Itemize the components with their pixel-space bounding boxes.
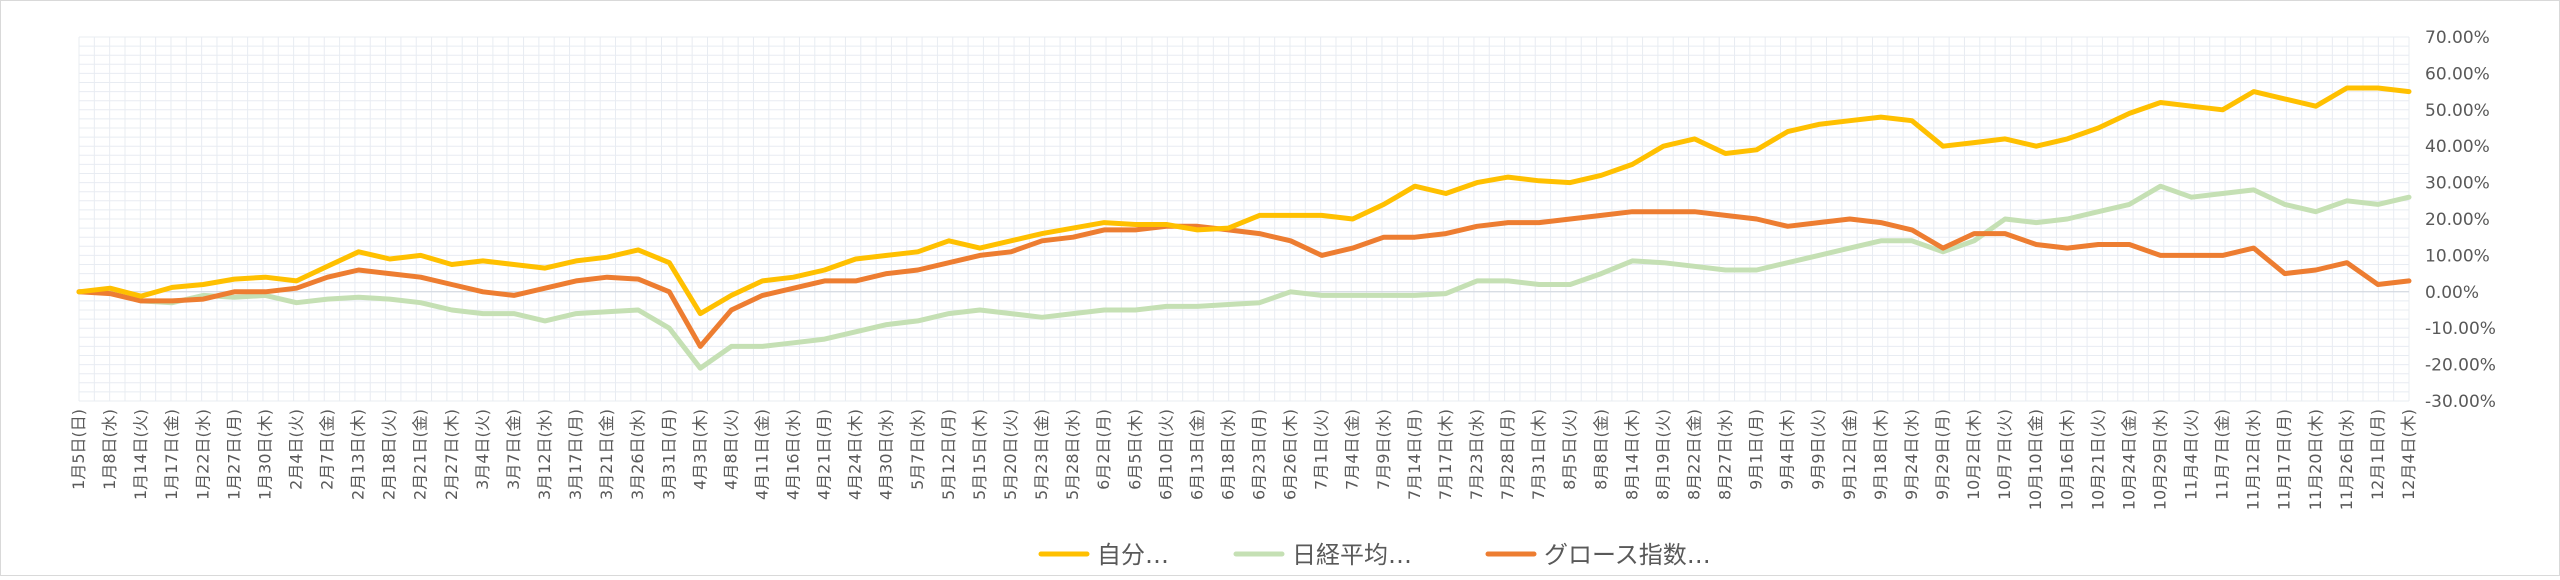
- legend: 自分… 日経平均… グロース指数…: [1038, 541, 1711, 569]
- x-tick-label: 9月18日(木): [1871, 409, 1890, 500]
- x-tick-label: 2月18日(火): [380, 409, 399, 500]
- x-tick-label: 1月14日(火): [131, 409, 150, 500]
- x-tick-label: 11月17日(月): [2275, 409, 2294, 510]
- x-tick-label: 6月5日(木): [1125, 409, 1144, 490]
- x-tick-label: 8月22日(金): [1685, 409, 1704, 500]
- x-tick-label: 4月3日(木): [690, 409, 709, 490]
- x-tick-label: 4月24日(木): [846, 409, 865, 500]
- x-tick-label: 11月7日(金): [2213, 409, 2232, 500]
- x-tick-label: 3月17日(月): [566, 409, 585, 500]
- x-tick-label: 7月28日(月): [1498, 409, 1517, 500]
- legend-label-1: 日経平均…: [1292, 541, 1412, 569]
- x-tick-label: 4月8日(火): [721, 409, 740, 490]
- x-tick-label: 8月19日(火): [1653, 409, 1672, 500]
- y-tick-label: 50.00%: [2425, 101, 2490, 121]
- x-tick-label: 2月4日(火): [287, 409, 306, 490]
- x-tick-label: 3月7日(金): [504, 409, 523, 490]
- x-tick-label: 3月21日(金): [597, 409, 616, 500]
- x-tick-label: 9月4日(木): [1778, 409, 1797, 490]
- x-tick-label: 12月4日(木): [2399, 409, 2418, 500]
- x-tick-label: 1月8日(水): [100, 409, 119, 490]
- x-tick-label: 1月5日(日): [69, 409, 88, 490]
- x-tick-label: 7月9日(水): [1374, 409, 1393, 490]
- y-tick-label: 10.00%: [2425, 246, 2490, 266]
- x-tick-label: 8月27日(水): [1716, 409, 1735, 500]
- x-tick-label: 7月23日(水): [1467, 409, 1486, 500]
- x-tick-label: 8月5日(火): [1560, 409, 1579, 490]
- x-tick-label: 9月1日(月): [1747, 409, 1766, 490]
- y-axis-tick-labels: 70.00% 60.00% 50.00% 40.00% 30.00% 20.00% 10.0…: [2425, 28, 2496, 412]
- x-tick-label: 7月31日(木): [1529, 409, 1548, 500]
- x-tick-label: 6月26日(木): [1281, 409, 1300, 500]
- series-line-2: [76, 209, 2412, 349]
- x-tick-label: 7月14日(月): [1405, 409, 1424, 500]
- y-tick-label: -10.00%: [2425, 319, 2496, 339]
- x-tick-label: 10月21日(火): [2088, 409, 2107, 510]
- x-tick-label: 10月7日(火): [1995, 409, 2014, 500]
- series-line-0: [76, 85, 2412, 317]
- x-tick-label: 5月7日(水): [908, 409, 927, 490]
- x-tick-label: 4月16日(水): [784, 409, 803, 500]
- x-tick-label: 1月30日(木): [255, 409, 274, 500]
- x-tick-label: 1月22日(水): [193, 409, 212, 500]
- x-tick-label: 7月4日(金): [1343, 409, 1362, 490]
- x-tick-label: 9月12日(金): [1840, 409, 1859, 500]
- x-tick-label: 5月15日(木): [970, 409, 989, 500]
- y-tick-label: 30.00%: [2425, 174, 2490, 194]
- x-tick-label: 8月8日(金): [1591, 409, 1610, 490]
- y-tick-label: 20.00%: [2425, 210, 2490, 230]
- x-tick-label: 4月11日(金): [753, 409, 772, 500]
- x-tick-label: 7月1日(火): [1312, 409, 1331, 490]
- x-tick-label: 10月10日(金): [2026, 409, 2045, 510]
- x-tick-label: 6月13日(金): [1187, 409, 1206, 500]
- x-tick-label: 11月4日(火): [2182, 409, 2201, 500]
- x-tick-label: 5月12日(月): [939, 409, 958, 500]
- x-tick-label: 9月29日(月): [1933, 409, 1952, 500]
- x-tick-label: 2月13日(木): [349, 409, 368, 500]
- y-tick-label: -30.00%: [2425, 392, 2496, 412]
- x-tick-label: 4月21日(月): [815, 409, 834, 500]
- x-tick-label: 3月26日(水): [628, 409, 647, 500]
- x-tick-label: 9月24日(水): [1902, 409, 1921, 500]
- x-tick-label: 11月26日(水): [2337, 409, 2356, 510]
- x-tick-label: 12月1日(月): [2368, 409, 2387, 500]
- y-tick-label: 40.00%: [2425, 137, 2490, 157]
- series-lines: [76, 85, 2412, 371]
- x-tick-label: 11月12日(水): [2244, 409, 2263, 510]
- x-tick-label: 5月20日(火): [1001, 409, 1020, 500]
- x-tick-label: 5月23日(金): [1032, 409, 1051, 500]
- x-tick-label: 6月10日(火): [1156, 409, 1175, 500]
- x-tick-label: 10月29日(水): [2151, 409, 2170, 510]
- series-line-1: [76, 183, 2412, 371]
- x-tick-label: 3月12日(水): [535, 409, 554, 500]
- x-tick-label: 8月14日(木): [1622, 409, 1641, 500]
- x-tick-label: 11月20日(木): [2306, 409, 2325, 510]
- x-tick-label: 1月17日(金): [162, 409, 181, 500]
- x-tick-label: 10月24日(金): [2119, 409, 2138, 510]
- x-tick-label: 6月18日(水): [1219, 409, 1238, 500]
- y-tick-label: 70.00%: [2425, 28, 2490, 48]
- y-tick-label: -20.00%: [2425, 356, 2496, 376]
- x-tick-label: 10月16日(木): [2057, 409, 2076, 510]
- x-tick-label: 1月27日(月): [224, 409, 243, 500]
- x-tick-label: 3月31日(月): [659, 409, 678, 500]
- x-tick-label: 6月23日(月): [1250, 409, 1269, 500]
- x-tick-label: 5月28日(水): [1063, 409, 1082, 500]
- x-tick-label: 2月21日(金): [411, 409, 430, 500]
- x-axis-tick-labels: 1月5日(日) 1月8日(水) 1月14日(火) 1月17日(金) 1月22日(水) 1月…: [69, 409, 2418, 510]
- x-tick-label: 3月4日(火): [473, 409, 492, 490]
- x-tick-label: 2月7日(金): [318, 409, 337, 490]
- x-tick-label: 6月2日(月): [1094, 409, 1113, 490]
- legend-label-2: グロース指数…: [1544, 541, 1711, 569]
- legend-label-0: 自分…: [1097, 541, 1169, 569]
- y-tick-label: 0.00%: [2425, 283, 2479, 303]
- x-tick-label: 2月27日(木): [442, 409, 461, 500]
- x-tick-label: 7月17日(木): [1436, 409, 1455, 500]
- x-tick-label: 4月30日(水): [877, 409, 896, 500]
- x-tick-label: 9月9日(火): [1809, 409, 1828, 490]
- x-tick-label: 10月2日(木): [1964, 409, 1983, 500]
- y-tick-label: 60.00%: [2425, 64, 2490, 84]
